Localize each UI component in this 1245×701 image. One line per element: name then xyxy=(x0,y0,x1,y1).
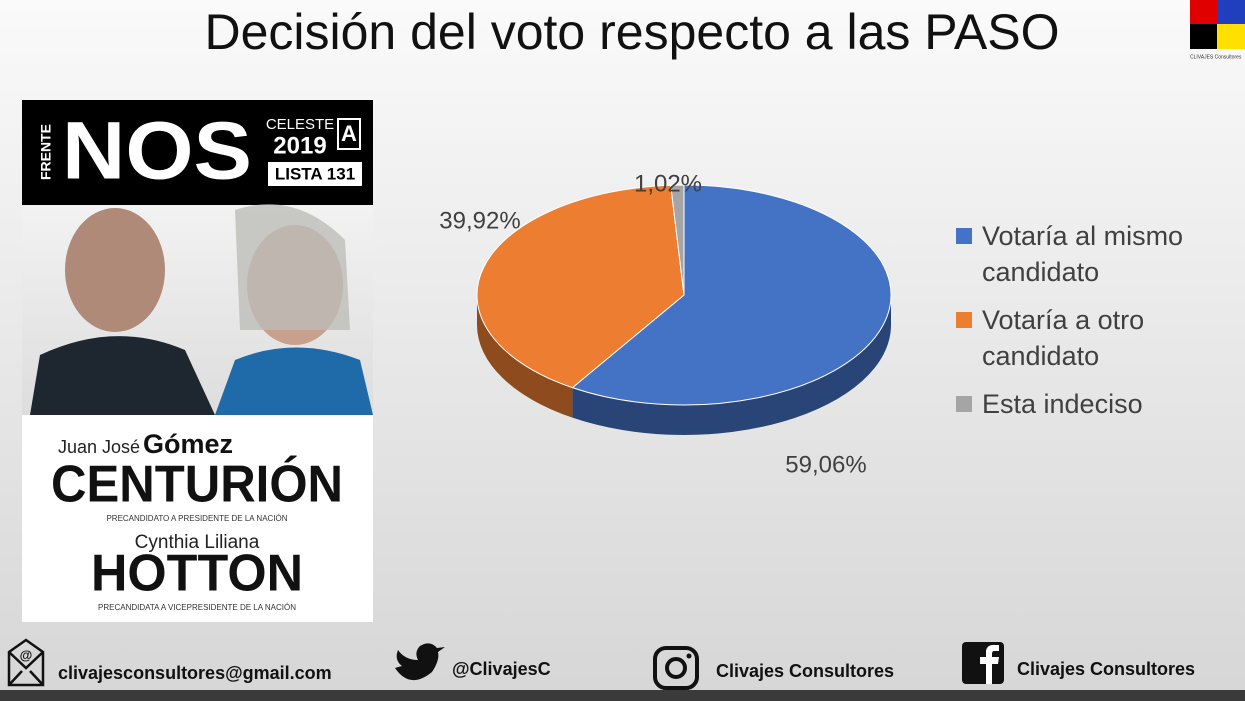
slice-side xyxy=(477,295,573,418)
poster-role: PRECANDIDATO A PRESIDENTE DE LA NACIÓN xyxy=(106,514,287,523)
logo: CLIVAJES Consultores xyxy=(1190,0,1245,60)
legend-swatch xyxy=(956,228,972,244)
slice xyxy=(670,184,685,296)
legend: Votaría al mismo candidato Votaría a otro… xyxy=(952,218,1212,434)
data-label: 1,02% xyxy=(634,170,702,197)
poster-year: 2019 xyxy=(273,132,326,159)
poster-brand: NOS xyxy=(62,106,252,197)
legend-label: Esta indeciso xyxy=(982,389,1143,419)
slice-side xyxy=(572,295,891,435)
footer-facebook: Clivajes Consultores xyxy=(1017,659,1195,679)
data-label: 59,06% xyxy=(785,451,866,478)
slice xyxy=(476,184,685,389)
poster-list: LISTA 131 xyxy=(275,164,355,183)
footer-twitter: @ClivajesC xyxy=(452,659,551,679)
legend-swatch xyxy=(956,312,972,328)
legend-label: Votaría al mismo candidato xyxy=(982,221,1184,287)
poster-name: Gómez xyxy=(143,429,233,459)
poster-role: PRECANDIDATA A VICEPRESIDENTE DE LA NACI… xyxy=(98,603,296,612)
poster-celeste: CELESTE xyxy=(266,116,334,133)
poster-frente: FRENTE xyxy=(38,124,54,180)
legend-item: Votaría a otro candidato xyxy=(952,302,1212,374)
footer-instagram: Clivajes Consultores xyxy=(716,661,894,681)
chart-title: Decisión del voto respecto a las PASO xyxy=(204,4,1059,60)
legend-item: Esta indeciso xyxy=(952,386,1212,422)
svg-text:@: @ xyxy=(20,647,33,662)
data-label: 39,92% xyxy=(439,207,520,234)
poster-name: Cynthia Liliana xyxy=(135,532,260,553)
poster-letter: A xyxy=(341,121,357,146)
footer-email: clivajesconsultores@gmail.com xyxy=(58,663,332,683)
slice xyxy=(571,184,892,406)
legend-item: Votaría al mismo candidato xyxy=(952,218,1212,290)
poster: FRENTE NOS CELESTE 2019 A LISTA 131 Juan… xyxy=(22,100,373,622)
poster-name: Juan José xyxy=(58,437,140,457)
footer: @ clivajesconsultores@gmail.com @Clivaje… xyxy=(0,638,1245,701)
logo-text: CLIVAJES Consultores xyxy=(1190,54,1242,60)
legend-label: Votaría a otro candidato xyxy=(982,305,1145,371)
poster-name: HOTTON xyxy=(91,545,303,603)
pie: 59,06% 39,92% 1,02% xyxy=(439,170,892,478)
poster-name: CENTURIÓN xyxy=(51,456,343,514)
legend-swatch xyxy=(956,396,972,412)
